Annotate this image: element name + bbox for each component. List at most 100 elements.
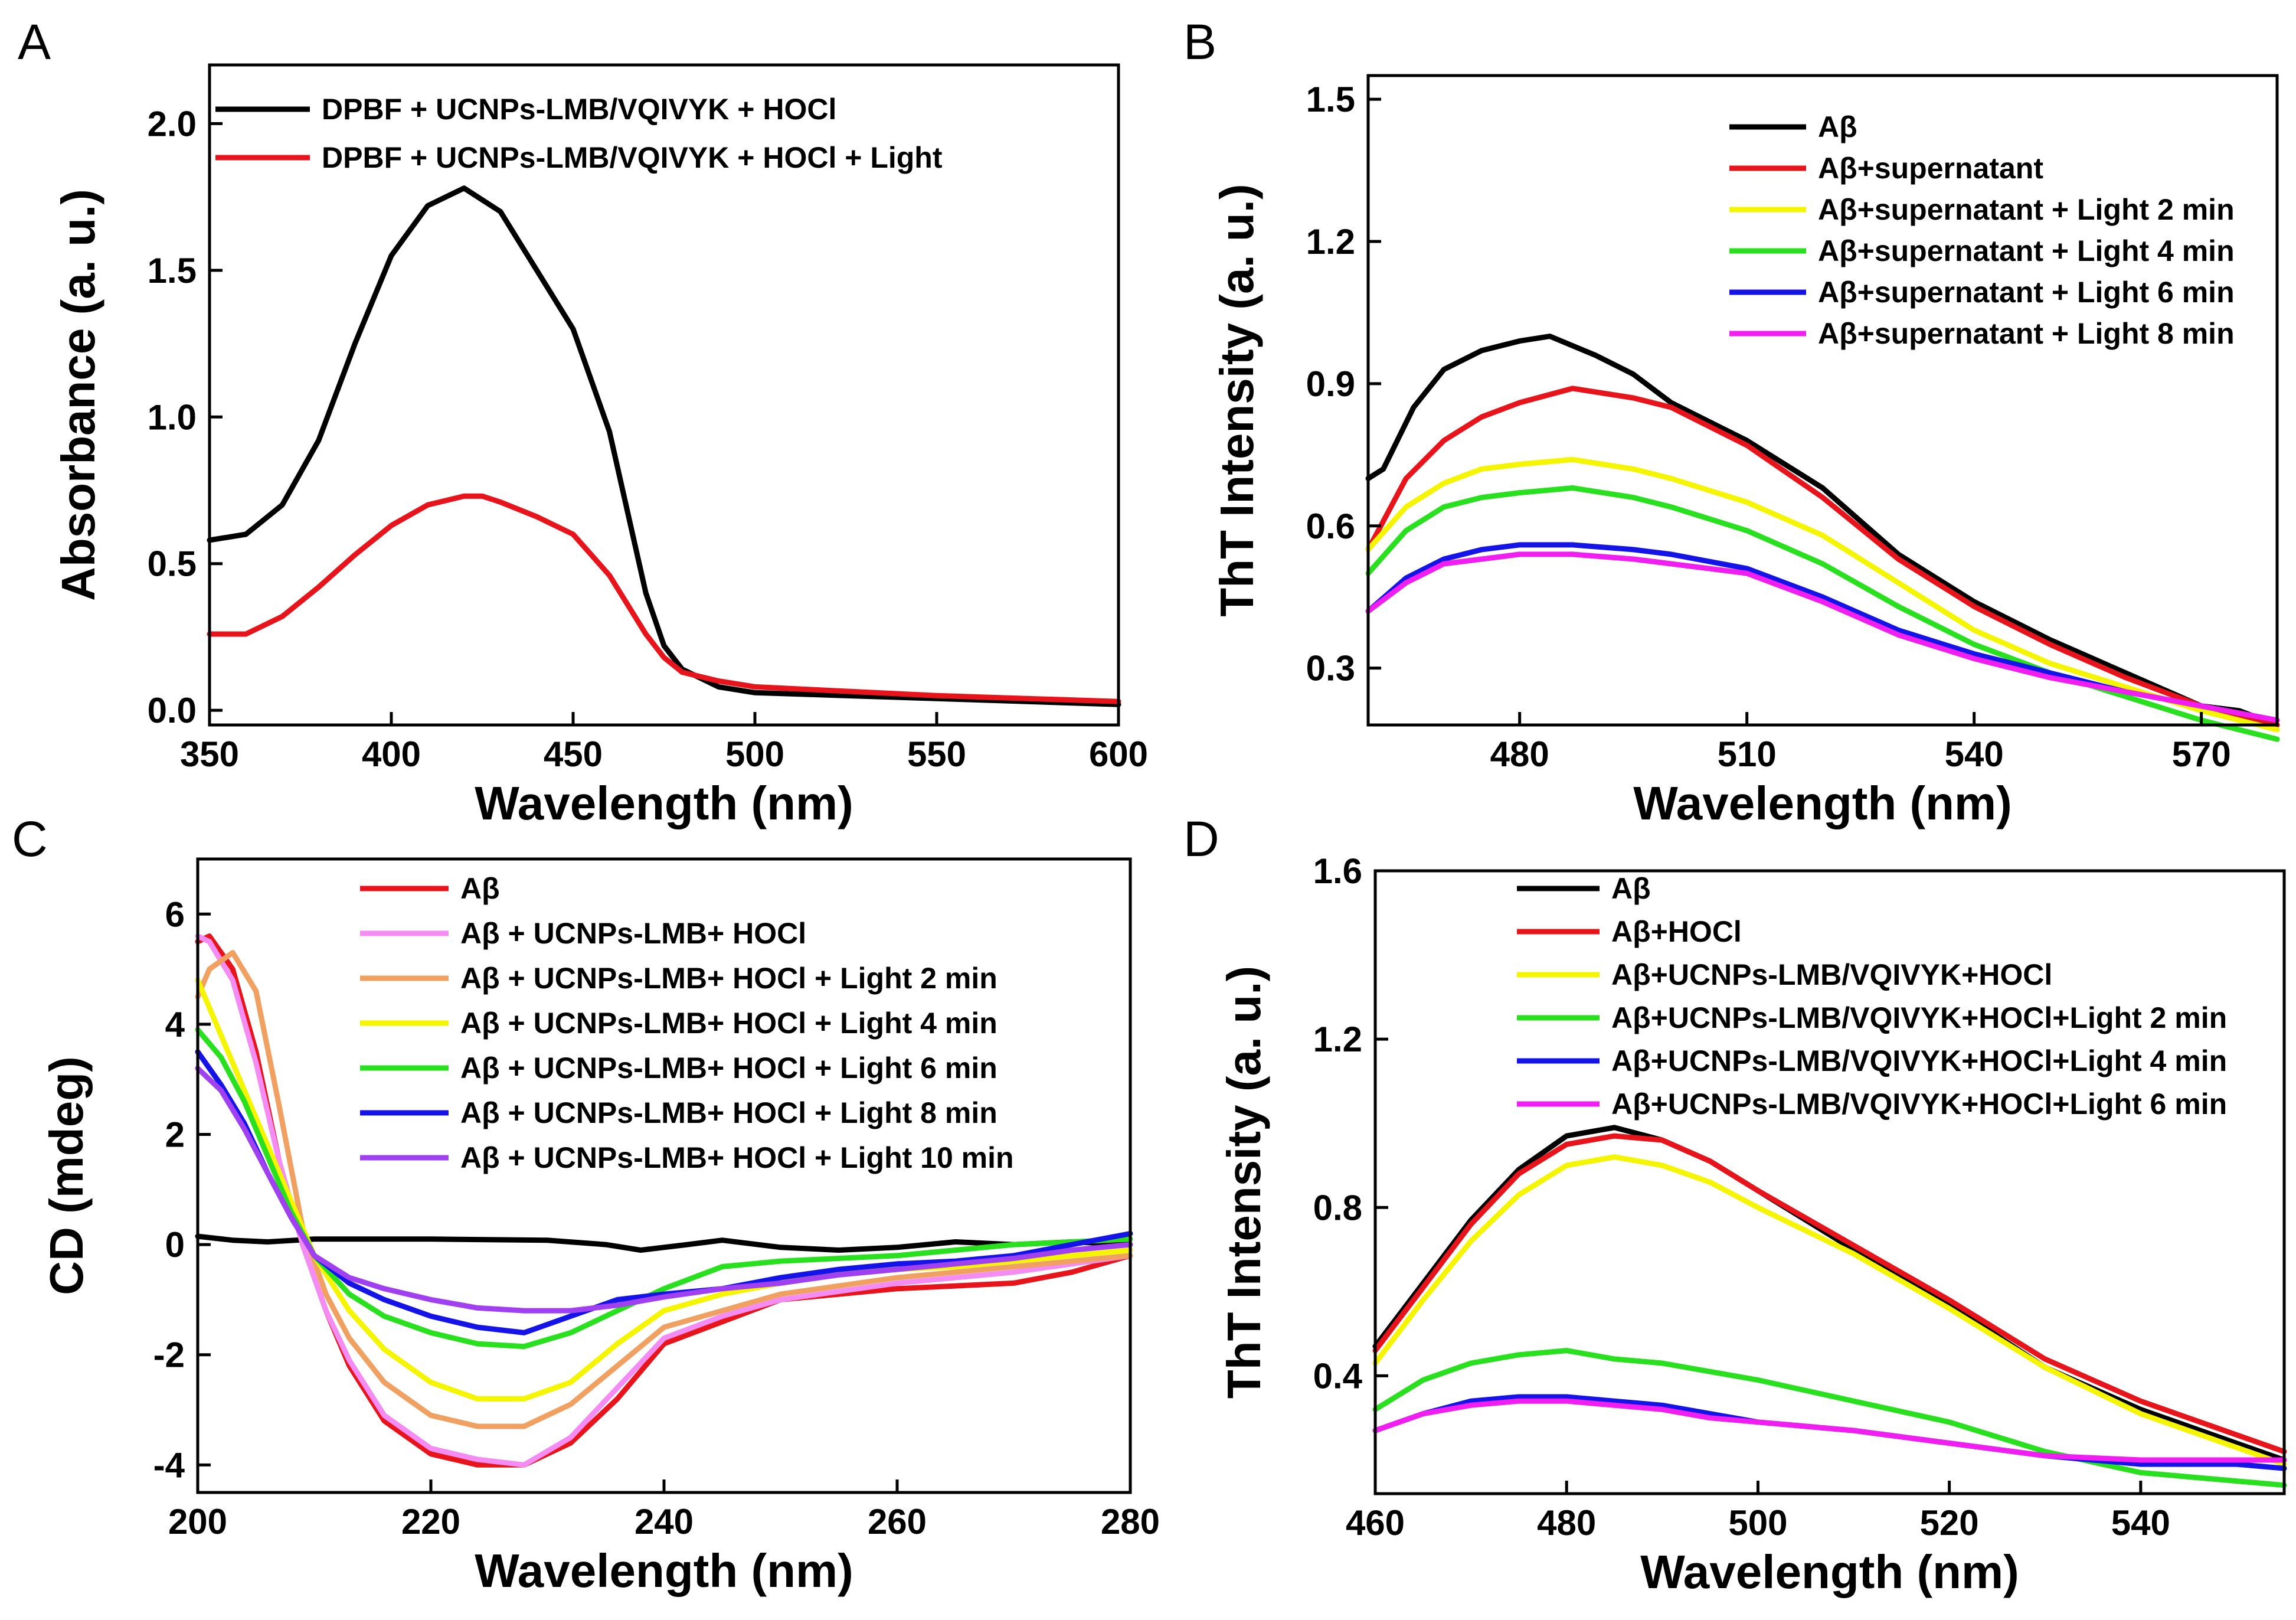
y-tick-label: 0.5 bbox=[148, 544, 197, 584]
legend-label: Aβ+UCNPs-LMB/VQIVYK+HOCl+Light 6 min bbox=[1611, 1087, 2227, 1121]
series-group bbox=[195, 933, 1133, 1468]
legend-label: Aβ + UCNPs-LMB+ HOCl + Light 2 min bbox=[460, 962, 997, 995]
x-tick-label: 450 bbox=[544, 734, 603, 774]
x-tick-label: 550 bbox=[907, 734, 966, 774]
panel-label-D: D bbox=[1183, 811, 1219, 867]
series-line-5 bbox=[1372, 1394, 2287, 1471]
plot-frame bbox=[208, 63, 1120, 727]
y-tick-label: 1.5 bbox=[148, 251, 197, 290]
legend-label: Aβ + UCNPs-LMB+ HOCl + Light 4 min bbox=[460, 1007, 997, 1040]
x-tick-label: 510 bbox=[1718, 734, 1777, 774]
y-tick-label: 1.2 bbox=[1306, 222, 1355, 262]
legend-label: Aβ+UCNPs-LMB/VQIVYK+HOCl+Light 4 min bbox=[1611, 1044, 2227, 1077]
x-tick-label: 200 bbox=[168, 1502, 227, 1541]
series-line-4 bbox=[195, 950, 1133, 1429]
series-line-6 bbox=[195, 1027, 1133, 1350]
series-line-1 bbox=[1372, 1125, 2287, 1463]
y-tick-label: 0.6 bbox=[1306, 507, 1355, 546]
x-tick-label: 400 bbox=[362, 734, 421, 774]
y-tick-label: 2 bbox=[165, 1115, 185, 1155]
panel-label-C: C bbox=[12, 811, 48, 867]
series-line-6 bbox=[1372, 1398, 2287, 1463]
series-line-3 bbox=[1372, 1154, 2287, 1467]
series-line-2 bbox=[1365, 386, 2280, 728]
y-tick-label: 0.8 bbox=[1313, 1188, 1362, 1227]
x-axis-label: Wavelength (nm) bbox=[1640, 1546, 2019, 1598]
legend-label: DPBF + UCNPs-LMB/VQIVYK + HOCl bbox=[322, 93, 836, 126]
series-line-3 bbox=[195, 933, 1133, 1468]
series-group bbox=[207, 185, 1121, 707]
y-tick-label: 1.6 bbox=[1313, 851, 1362, 891]
y-tick-label: 1.2 bbox=[1313, 1020, 1362, 1059]
x-axis-label: Wavelength (nm) bbox=[1633, 777, 2012, 829]
legend-label: Aβ bbox=[460, 872, 500, 905]
x-tick-label: 570 bbox=[2172, 734, 2231, 774]
y-axis-label: ThT Intensity (a. u.) bbox=[1218, 966, 1270, 1399]
series-line-1 bbox=[1365, 334, 2280, 728]
x-tick-label: 350 bbox=[180, 734, 239, 774]
legend-label: Aβ + UCNPs-LMB+ HOCl bbox=[460, 917, 806, 950]
y-tick-label: 0 bbox=[165, 1225, 185, 1265]
series-line-4 bbox=[1372, 1348, 2287, 1488]
legend-label: Aβ + UCNPs-LMB+ HOCl + Light 8 min bbox=[460, 1096, 997, 1129]
legend: Aβ Aβ+HOCl Aβ+UCNPs-LMB/VQIVYK+HOCl Aβ+UCNP… bbox=[1517, 872, 2227, 1121]
y-tick-label: -4 bbox=[153, 1445, 185, 1485]
legend-label: Aβ+supernatant bbox=[1818, 152, 2043, 185]
panel-A: A 350 400 450 500 550 600 0.0 0.5 1.0 1.5 2.0 Wavele… bbox=[18, 14, 1148, 829]
legend-label: Aβ + UCNPs-LMB+ HOCl + Light 6 min bbox=[460, 1051, 997, 1085]
plot-frame bbox=[196, 857, 1132, 1494]
y-axis-label: CD (mdeg) bbox=[40, 1056, 93, 1295]
legend: DPBF + UCNPs-LMB/VQIVYK + HOCl DPBF + UCN… bbox=[215, 93, 943, 174]
x-tick-label: 280 bbox=[1101, 1502, 1160, 1541]
legend-label: Aβ bbox=[1611, 872, 1651, 905]
y-tick-label: -2 bbox=[153, 1335, 185, 1375]
plot-frame bbox=[1366, 74, 2279, 727]
series-line-8 bbox=[195, 1066, 1133, 1314]
legend-label: Aβ + UCNPs-LMB+ HOCl + Light 10 min bbox=[460, 1141, 1014, 1174]
x-tick-label: 540 bbox=[1945, 734, 2004, 774]
legend-label: Aβ+HOCl bbox=[1611, 915, 1742, 948]
y-tick-label: 0.4 bbox=[1313, 1356, 1363, 1396]
series-line-6 bbox=[1365, 551, 2280, 723]
panel-label-A: A bbox=[18, 14, 51, 70]
y-tick-label: 6 bbox=[165, 894, 185, 934]
x-tick-label: 600 bbox=[1089, 734, 1148, 774]
y-axis-label: Absorbance (a. u.) bbox=[52, 189, 104, 601]
x-axis-label: Wavelength (nm) bbox=[475, 1544, 853, 1597]
x-axis-label: Wavelength (nm) bbox=[475, 777, 853, 829]
x-tick-label: 480 bbox=[1490, 734, 1549, 774]
x-tick-label: 540 bbox=[2111, 1503, 2170, 1543]
x-tick-label: 480 bbox=[1537, 1503, 1596, 1543]
legend-label: Aβ+UCNPs-LMB/VQIVYK+HOCl bbox=[1611, 958, 2052, 991]
legend-label: Aβ+supernatant + Light 2 min bbox=[1818, 193, 2235, 226]
legend-label: Aβ bbox=[1818, 110, 1857, 143]
x-tick-label: 460 bbox=[1346, 1503, 1405, 1543]
y-tick-label: 2.0 bbox=[148, 104, 197, 143]
x-tick-label: 520 bbox=[1920, 1503, 1979, 1543]
panel-C: C 200 220 240 260 280 -4 -2 0 2 4 6 Wavelength (nm) C… bbox=[12, 811, 1160, 1597]
y-tick-label: 0.9 bbox=[1306, 364, 1355, 404]
plot-frame bbox=[1373, 869, 2286, 1495]
legend: Aβ Aβ + UCNPs-LMB+ HOCl Aβ + UCNPs-LMB+ HO… bbox=[360, 872, 1014, 1174]
y-tick-label: 1.5 bbox=[1306, 80, 1355, 119]
panel-B: B 480 510 540 570 0.3 0.6 0.9 1.2 1.5 Wavelength (… bbox=[1183, 14, 2280, 829]
x-tick-label: 240 bbox=[634, 1502, 694, 1541]
y-tick-label: 0.3 bbox=[1306, 649, 1355, 688]
legend-label: Aβ+supernatant + Light 4 min bbox=[1818, 234, 2235, 267]
y-tick-label: 0.0 bbox=[148, 691, 197, 730]
legend-label: DPBF + UCNPs-LMB/VQIVYK + HOCl + Light bbox=[322, 141, 943, 174]
panel-label-B: B bbox=[1183, 14, 1216, 70]
x-tick-label: 500 bbox=[1728, 1503, 1787, 1543]
y-axis-label: ThT Intensity (a. u.) bbox=[1211, 184, 1263, 616]
legend-label: Aβ+supernatant + Light 8 min bbox=[1818, 317, 2235, 350]
panel-D: D 460 480 500 520 540 0.4 0.8 1.2 1.6 Wavelength (… bbox=[1183, 811, 2287, 1598]
y-tick-label: 1.0 bbox=[148, 397, 197, 437]
series-group bbox=[1372, 1125, 2287, 1488]
legend-label: Aβ+supernatant + Light 6 min bbox=[1818, 276, 2235, 309]
series-group bbox=[1365, 334, 2280, 742]
series-line-2 bbox=[207, 493, 1121, 704]
x-tick-label: 260 bbox=[868, 1502, 927, 1541]
y-tick-label: 4 bbox=[165, 1005, 185, 1044]
series-line-3 bbox=[1365, 456, 2280, 733]
